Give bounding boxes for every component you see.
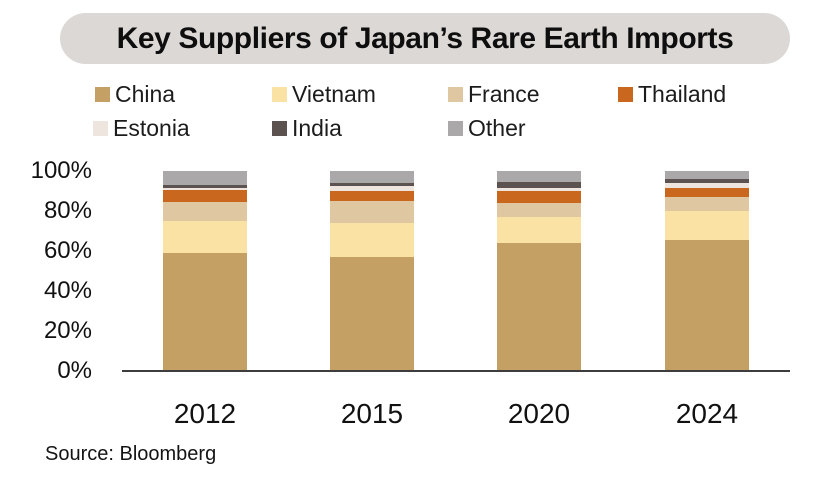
x-tick-label-2015: 2015 <box>340 398 404 429</box>
legend-label: India <box>292 115 342 141</box>
legend-swatch-estonia <box>93 121 108 136</box>
bar-segment-thailand-2015 <box>330 191 414 201</box>
legend-label: China <box>115 81 176 107</box>
legend-label: France <box>468 81 540 107</box>
y-tick-label: 0% <box>57 357 92 384</box>
legend-item-china: China <box>95 81 175 108</box>
stacked-bar-2024 <box>665 171 749 371</box>
x-axis-line <box>122 370 790 372</box>
bar-segment-vietnam-2015 <box>330 223 414 257</box>
bar-segment-india-2020 <box>497 182 581 188</box>
bar-segment-thailand-2012 <box>163 190 247 202</box>
bar-segment-vietnam-2012 <box>163 221 247 253</box>
bar-segment-china-2015 <box>330 257 414 371</box>
legend-swatch-thailand <box>618 87 633 102</box>
stacked-bar-2015 <box>330 171 414 371</box>
legend-item-france: France <box>448 81 540 108</box>
bar-segment-china-2012 <box>163 253 247 371</box>
bar-segment-estonia-2015 <box>330 186 414 191</box>
bar-segment-other-2024 <box>665 171 749 179</box>
x-tick-label-2012: 2012 <box>173 398 237 429</box>
legend-swatch-india <box>272 121 287 136</box>
legend-item-vietnam: Vietnam <box>272 81 376 108</box>
y-tick-label: 20% <box>43 317 92 344</box>
legend-label: Vietnam <box>292 81 376 107</box>
legend-swatch-china <box>95 87 110 102</box>
legend-label: Other <box>468 115 526 141</box>
bar-segment-france-2015 <box>330 201 414 223</box>
bar-segment-france-2012 <box>163 202 247 221</box>
bar-segment-vietnam-2020 <box>497 217 581 243</box>
legend-label: Thailand <box>638 81 727 107</box>
legend: China Vietnam France Thailand Estonia India Ot… <box>0 81 840 143</box>
stacked-bar-2012 <box>163 171 247 371</box>
source-note: Source: Bloomberg <box>45 443 217 465</box>
y-tick-label: 60% <box>43 237 92 264</box>
bar-segment-other-2015 <box>330 171 414 183</box>
legend-label: Estonia <box>113 115 190 141</box>
y-tick-label: 40% <box>43 277 92 304</box>
bar-segment-china-2020 <box>497 243 581 371</box>
chart-title: Key Suppliers of Japan’s Rare Earth Impo… <box>116 21 734 55</box>
x-tick-label-2024: 2024 <box>675 398 739 429</box>
legend-swatch-france <box>448 87 463 102</box>
legend-item-india: India <box>272 115 342 142</box>
bar-segment-china-2024 <box>665 240 749 371</box>
legend-item-thailand: Thailand <box>618 81 726 108</box>
bar-segment-estonia-2020 <box>497 188 581 191</box>
bar-segment-thailand-2024 <box>665 188 749 197</box>
bar-segment-france-2020 <box>497 203 581 217</box>
bar-segment-estonia-2024 <box>665 183 749 188</box>
bar-segment-thailand-2020 <box>497 191 581 203</box>
x-tick-label-2020: 2020 <box>507 398 571 429</box>
bar-segment-france-2024 <box>665 197 749 211</box>
legend-swatch-other <box>448 121 463 136</box>
bar-segment-estonia-2012 <box>163 188 247 190</box>
chart-title-pill: Key Suppliers of Japan’s Rare Earth Impo… <box>60 13 790 64</box>
bar-segment-other-2012 <box>163 171 247 185</box>
legend-item-other: Other <box>448 115 526 142</box>
bar-segment-vietnam-2024 <box>665 211 749 240</box>
bar-segment-other-2020 <box>497 171 581 182</box>
bar-segment-india-2015 <box>330 183 414 186</box>
legend-swatch-vietnam <box>272 87 287 102</box>
stacked-bar-2020 <box>497 171 581 371</box>
legend-item-estonia: Estonia <box>93 115 190 142</box>
bar-segment-india-2024 <box>665 179 749 183</box>
y-tick-label: 80% <box>43 197 92 224</box>
y-tick-label: 100% <box>30 157 92 184</box>
bar-segment-india-2012 <box>163 185 247 188</box>
